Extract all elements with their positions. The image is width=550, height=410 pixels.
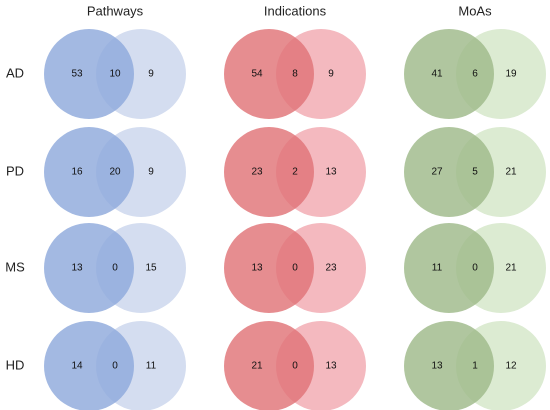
column-title-1: Indications <box>264 3 327 18</box>
venn-ms-1: 13 0 23 <box>224 223 366 313</box>
venn-pd-0: 16 20 9 <box>44 127 186 217</box>
venn-overlap-count: 8 <box>292 69 298 80</box>
venn-overlap-count: 0 <box>292 263 298 274</box>
venn-pd-2: 27 5 21 <box>404 127 546 217</box>
venn-right-count: 13 <box>325 361 337 372</box>
venn-left-count: 53 <box>71 69 83 80</box>
venn-overlap-count: 10 <box>109 69 121 80</box>
venn-overlap-count: 2 <box>292 167 298 178</box>
venn-ad-0: 53 10 9 <box>44 29 186 119</box>
venn-left-circle <box>404 321 494 410</box>
venn-left-circle <box>224 127 314 217</box>
venn-left-circle <box>404 127 494 217</box>
venn-left-circle <box>44 127 134 217</box>
venn-right-count: 21 <box>505 263 517 274</box>
venn-right-count: 9 <box>328 69 334 80</box>
venn-hd-1: 21 0 13 <box>224 321 366 410</box>
row-label-1: PD <box>6 163 24 178</box>
venn-ms-0: 13 0 15 <box>44 223 186 313</box>
venn-ms-2: 11 0 21 <box>404 223 546 313</box>
venn-overlap-count: 6 <box>472 69 478 80</box>
venn-left-circle <box>404 223 494 313</box>
venn-right-count: 15 <box>145 263 157 274</box>
venn-left-circle <box>224 321 314 410</box>
venn-left-circle <box>44 223 134 313</box>
venn-left-count: 21 <box>251 361 263 372</box>
venn-hd-2: 13 1 12 <box>404 321 546 410</box>
venn-overlap-count: 1 <box>472 361 478 372</box>
venn-left-circle <box>44 321 134 410</box>
venn-overlap-count: 0 <box>292 361 298 372</box>
venn-ad-2: 41 6 19 <box>404 29 546 119</box>
venn-left-circle <box>224 223 314 313</box>
venn-left-count: 13 <box>251 263 263 274</box>
venn-left-count: 13 <box>71 263 83 274</box>
column-title-0: Pathways <box>87 3 144 18</box>
venn-hd-0: 14 0 11 <box>44 321 186 410</box>
venn-right-count: 19 <box>505 69 517 80</box>
venn-ad-1: 54 8 9 <box>224 29 366 119</box>
venn-right-count: 11 <box>146 361 157 372</box>
row-label-0: AD <box>6 65 24 80</box>
venn-right-count: 9 <box>148 167 154 178</box>
venn-overlap-count: 0 <box>112 263 118 274</box>
venn-left-count: 23 <box>251 167 263 178</box>
venn-right-count: 12 <box>505 361 517 372</box>
venn-left-circle <box>404 29 494 119</box>
column-title-2: MoAs <box>458 3 492 18</box>
venn-left-count: 54 <box>251 69 263 80</box>
venn-overlap-count: 20 <box>109 167 121 178</box>
row-label-2: MS <box>5 259 25 274</box>
venn-pd-1: 23 2 13 <box>224 127 366 217</box>
venn-left-circle <box>224 29 314 119</box>
venn-left-count: 41 <box>431 69 443 80</box>
venn-left-count: 14 <box>71 361 83 372</box>
venn-left-count: 16 <box>71 167 83 178</box>
venn-overlap-count: 0 <box>112 361 118 372</box>
venn-right-count: 13 <box>325 167 337 178</box>
venn-left-count: 13 <box>431 361 443 372</box>
venn-left-count: 11 <box>432 263 443 274</box>
venn-right-count: 23 <box>325 263 337 274</box>
venn-left-circle <box>44 29 134 119</box>
venn-overlap-count: 0 <box>472 263 478 274</box>
venn-right-count: 21 <box>505 167 517 178</box>
row-label-3: HD <box>6 357 25 372</box>
venn-right-count: 9 <box>148 69 154 80</box>
venn-left-count: 27 <box>431 167 443 178</box>
venn-overlap-count: 5 <box>472 167 478 178</box>
